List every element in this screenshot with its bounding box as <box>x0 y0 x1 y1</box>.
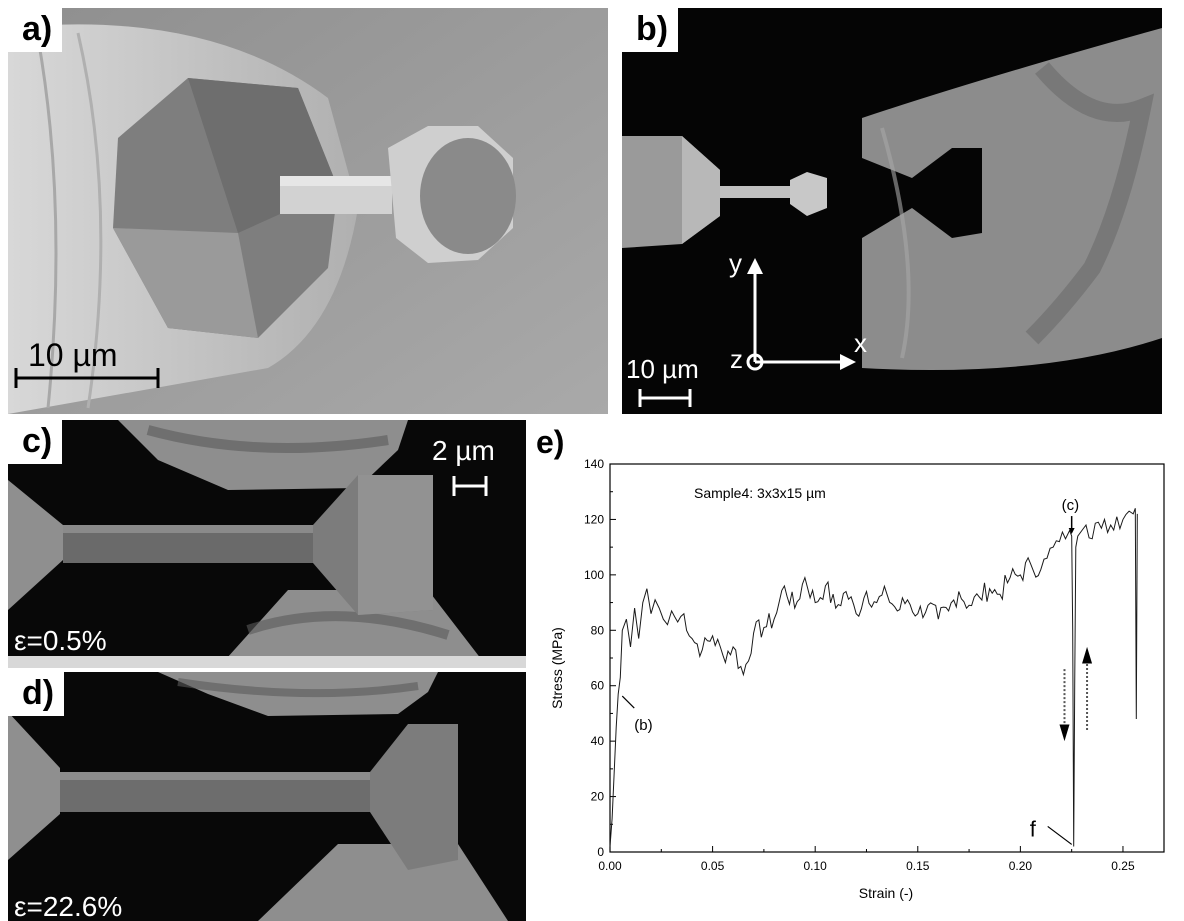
panel-b-scale-label: 10 µm <box>626 354 699 384</box>
specimen-left-d <box>8 712 60 860</box>
axis-x-label: x <box>854 328 867 358</box>
reload-arrowhead <box>1082 646 1093 664</box>
annotation-f-arrow <box>1047 825 1073 845</box>
y-tick-label: 100 <box>584 568 604 582</box>
panel-a-scale-label: 10 µm <box>28 337 118 373</box>
x-tick-label: 0.15 <box>906 859 930 873</box>
y-axis-label: Stress (MPa) <box>549 627 565 709</box>
plot-frame <box>609 463 1165 853</box>
panel-c-sem-image: 2 µm ε=0.5% c) <box>8 420 526 668</box>
annotation-c-arrowhead <box>1068 528 1075 535</box>
annotation-b-label: (b) <box>634 717 652 734</box>
panel-d-sem-image: ε=22.6% d) <box>8 672 526 921</box>
annotation-f-label: f <box>1030 816 1037 841</box>
specimen-head-small <box>790 172 827 216</box>
panel-d-strain-label: ε=22.6% <box>14 891 122 921</box>
chart-series <box>609 508 1138 847</box>
panel-b-sem-image: y x z 10 µm b) <box>622 8 1162 414</box>
panel-a-scale-bar: 10 µm <box>14 337 160 388</box>
y-tick-label: 140 <box>584 457 604 471</box>
x-axis-label: Strain (-) <box>859 885 913 901</box>
annotation-b-arrow <box>621 695 635 709</box>
axis-y-label: y <box>729 248 742 278</box>
sample-label: Sample4: 3x3x15 µm <box>694 485 826 501</box>
specimen-left-c <box>8 480 63 610</box>
panel-c-micrograph: 2 µm ε=0.5% <box>8 420 526 668</box>
panel-c-scale-bar: 2 µm <box>432 435 495 496</box>
panel-b-micrograph: y x z 10 µm <box>622 8 1162 414</box>
panel-c-scale-label: 2 µm <box>432 435 495 466</box>
y-tick-label: 120 <box>584 512 604 526</box>
chart-axes <box>609 463 1165 853</box>
unload-arrowhead <box>1059 724 1070 742</box>
coordinate-axes <box>746 258 856 371</box>
stress-strain-curve <box>609 508 1138 847</box>
y-tick-label: 60 <box>591 679 605 693</box>
panel-d-micrograph: ε=22.6% <box>8 672 526 921</box>
panel-b-label: b) <box>622 8 679 52</box>
panel-e-label: e) <box>534 420 571 464</box>
chart-annotations: (b) (c) f <box>621 497 1093 845</box>
specimen-shaft-small <box>720 186 790 198</box>
x-tick-label: 0.05 <box>701 859 725 873</box>
x-tick-label: 0.10 <box>804 859 828 873</box>
panel-e-chart: 0.00 0.05 0.10 0.15 0.20 0.25 0 20 40 60 80 100 120 1… <box>534 420 1180 920</box>
panel-b-scale-bar: 10 µm <box>626 354 699 407</box>
x-tick-label: 0.00 <box>598 859 622 873</box>
x-tick-label: 0.20 <box>1009 859 1033 873</box>
x-tick-label: 0.25 <box>1111 859 1135 873</box>
y-tick-label: 40 <box>591 734 605 748</box>
stress-strain-chart: 0.00 0.05 0.10 0.15 0.20 0.25 0 20 40 60 80 100 120 1… <box>549 457 1165 901</box>
panel-a-sem-image: 10 µm a) <box>8 8 608 414</box>
specimen-head-d <box>370 724 458 870</box>
y-tick-label: 80 <box>591 623 605 637</box>
chart-ticks: 0.00 0.05 0.10 0.15 0.20 0.25 0 20 40 60 80 100 120 1… <box>584 457 1135 873</box>
panel-c-strain-label: ε=0.5% <box>14 625 107 656</box>
y-tick-label: 0 <box>597 845 604 859</box>
y-tick-label: 20 <box>591 790 605 804</box>
annotation-c-label: (c) <box>1062 497 1080 514</box>
lower-gripper-d <box>258 844 508 921</box>
panel-c-label: c) <box>8 420 63 464</box>
panel-a-label: a) <box>8 8 63 52</box>
panel-a-micrograph: 10 µm <box>8 8 608 414</box>
axis-z-label: z <box>730 344 743 374</box>
panel-d-label: d) <box>8 672 65 716</box>
